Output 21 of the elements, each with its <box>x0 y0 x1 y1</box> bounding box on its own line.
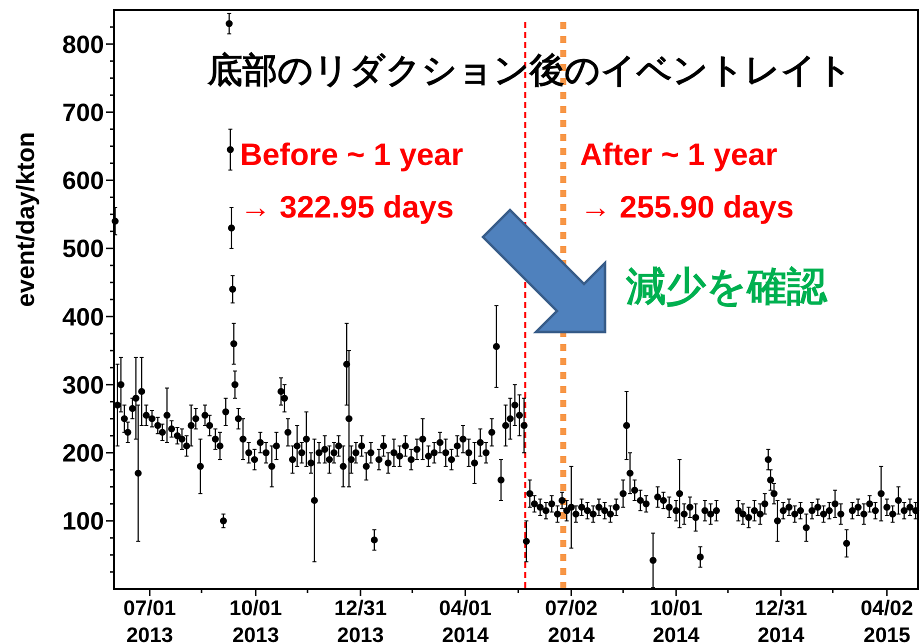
x-tick-label: 10/01 2013 <box>229 597 282 644</box>
y-tick-label: 400 <box>62 303 104 332</box>
text: 底部のリダクション後のイベントレイト <box>206 51 852 90</box>
annotation: Before ~ 1 year → 322.95 days <box>240 137 464 225</box>
annotation: 減少を確認 <box>625 265 828 309</box>
x-tick-label: 04/02 2015 <box>860 597 914 644</box>
annotation: After ~ 1 year → 255.90 days <box>580 137 794 225</box>
y-tick-label: 300 <box>62 371 104 400</box>
y-axis-title: event/day/kton <box>12 132 40 308</box>
x-tick-label: 12/31 2014 <box>754 597 808 644</box>
y-tick-label: 800 <box>62 30 104 59</box>
y-tick-label: 500 <box>62 235 104 264</box>
x-tick-label: 04/01 2014 <box>439 597 492 644</box>
y-tick-label: 700 <box>62 98 104 127</box>
y-tick-label: 100 <box>62 508 104 536</box>
x-tick-label: 07/01 2013 <box>123 597 176 644</box>
y-tick-label: 600 <box>62 167 104 196</box>
x-tick-label: 07/02 2014 <box>545 597 598 644</box>
y-tick-label: 200 <box>62 440 104 468</box>
x-tick-label: 12/31 2013 <box>334 597 388 644</box>
x-tick-label: 10/01 2014 <box>650 597 703 644</box>
